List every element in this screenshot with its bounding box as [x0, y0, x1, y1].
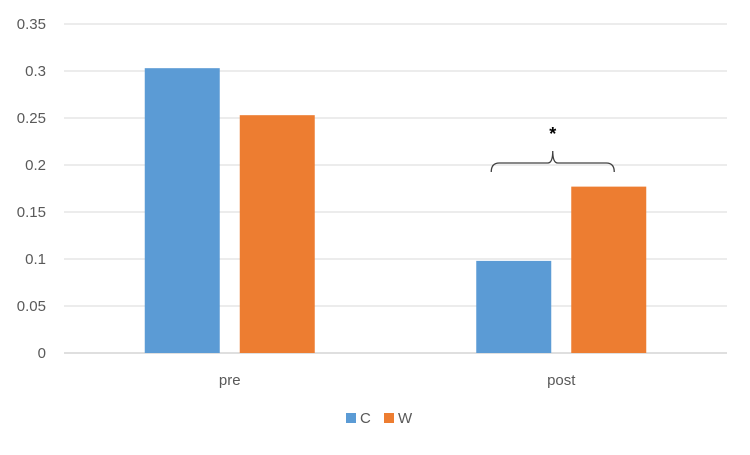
bar-C-pre [144, 68, 220, 354]
x-category-label-pre: pre [219, 372, 241, 389]
y-axis-tick-labels: 0 0.05 0.1 0.15 0.2 0.25 0.3 0.35 [17, 16, 46, 362]
y-tick-label: 0.25 [17, 110, 46, 127]
y-tick-label: 0.3 [25, 63, 46, 80]
bar-W-pre [239, 115, 315, 354]
legend-swatch-C [346, 413, 356, 423]
annotations: * [490, 124, 615, 173]
legend-swatch-W [384, 413, 394, 423]
y-tick-label: 0.15 [17, 204, 46, 221]
bar-W-post [571, 186, 647, 353]
x-axis-category-labels: pre post [219, 372, 576, 389]
y-tick-label: 0.05 [17, 298, 46, 315]
y-tick-label: 0.2 [25, 157, 46, 174]
x-category-label-post: post [547, 372, 576, 389]
y-tick-label: 0.1 [25, 251, 46, 268]
bars [144, 68, 647, 354]
significance-bracket [490, 150, 615, 173]
y-tick-label: 0 [38, 345, 46, 362]
legend-label-C: C [360, 410, 371, 427]
bar-C-post [476, 260, 552, 353]
legend-label-W: W [398, 410, 413, 427]
y-tick-label: 0.35 [17, 16, 46, 33]
significance-star: * [549, 124, 556, 144]
